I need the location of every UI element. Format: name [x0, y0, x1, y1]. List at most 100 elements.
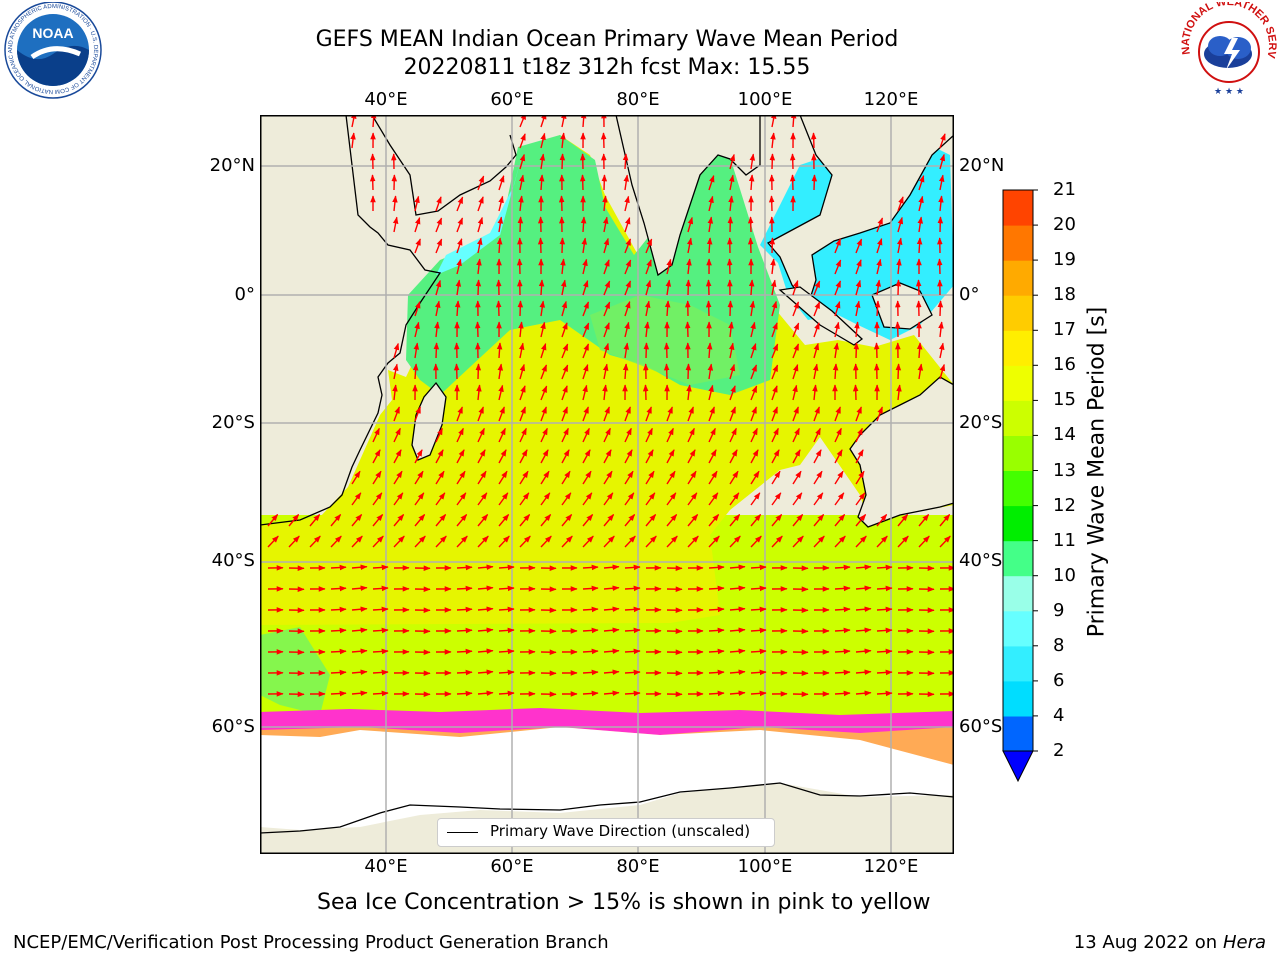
wave-direction-arrow	[750, 427, 758, 443]
wave-direction-arrow	[771, 427, 779, 443]
wave-direction-arrow	[666, 535, 678, 548]
lon-label-bottom: 60°E	[490, 856, 534, 877]
colorbar-tick-label: 17	[1053, 319, 1076, 341]
wave-direction-arrow	[642, 384, 649, 401]
colorbar-tick-label: 6	[1053, 669, 1065, 691]
lat-label-right: 20°S	[959, 412, 1003, 433]
wave-direction-arrow	[792, 280, 799, 296]
wave-direction-arrow	[477, 669, 494, 676]
wave-direction-arrow	[750, 406, 757, 422]
wave-direction-arrow	[435, 427, 443, 443]
wave-direction-arrow	[330, 690, 347, 697]
wave-direction-arrow	[708, 470, 718, 485]
wave-direction-arrow	[728, 174, 735, 191]
wave-direction-arrow	[708, 195, 714, 212]
wave-direction-arrow	[624, 321, 630, 338]
wave-direction-arrow	[456, 627, 473, 634]
wave-direction-arrow	[561, 513, 573, 527]
wave-direction-arrow	[792, 384, 798, 401]
wave-direction-arrow	[685, 279, 692, 296]
india-coastline	[615, 115, 761, 277]
wave-direction-arrow	[519, 513, 531, 527]
wave-direction-arrow	[771, 470, 781, 485]
chart-title: GEFS MEAN Indian Ocean Primary Wave Mean…	[0, 26, 1247, 82]
wave-direction-arrow	[897, 196, 904, 212]
wave-direction-arrow	[456, 449, 465, 464]
wave-direction-arrow	[561, 322, 568, 338]
wave-direction-arrow	[834, 259, 842, 275]
wave-direction-arrow	[855, 449, 864, 464]
wave-direction-arrow	[454, 300, 461, 317]
wave-direction-arrow	[938, 174, 945, 191]
wave-direction-arrow	[728, 321, 734, 338]
wave-direction-arrow	[747, 216, 754, 233]
wave-direction-arrow	[496, 342, 503, 359]
wave-direction-arrow	[666, 449, 675, 464]
wave-direction-arrow	[267, 513, 279, 527]
legend-line-swatch	[447, 832, 478, 833]
wave-direction-arrow	[937, 216, 944, 233]
lat-label-right: 0°	[959, 284, 980, 305]
wave-direction-arrow	[810, 132, 817, 149]
wave-direction-arrow	[477, 427, 485, 443]
wave-direction-arrow	[729, 363, 736, 380]
wave-direction-arrow	[750, 385, 758, 401]
wave-direction-arrow	[413, 342, 420, 359]
wave-direction-arrow	[540, 492, 551, 506]
wave-direction-arrow	[855, 470, 865, 485]
wave-direction-arrow	[579, 174, 586, 191]
wave-direction-arrow	[853, 342, 860, 359]
wave-direction-arrow	[854, 321, 860, 338]
wave-direction-arrow	[560, 279, 567, 296]
wave-direction-arrow	[540, 449, 549, 464]
wave-direction-arrow	[874, 300, 881, 317]
wave-direction-arrow	[603, 406, 610, 422]
wave-direction-arrow	[456, 238, 463, 254]
wave-direction-arrow	[456, 648, 473, 655]
lat-label-right: 40°S	[959, 550, 1003, 571]
wave-direction-arrow	[477, 535, 489, 548]
footer-date: 13 Aug 2022 on Hera	[1074, 932, 1266, 953]
colorbar-tick-label: 18	[1053, 284, 1076, 306]
wave-direction-arrow	[603, 342, 610, 359]
wave-direction-arrow	[393, 492, 404, 506]
footer-credit: NCEP/EMC/Verification Post Processing Pr…	[13, 932, 609, 953]
wave-direction-arrow	[729, 427, 737, 443]
wave-direction-arrow	[624, 449, 633, 464]
wave-direction-arrow	[456, 217, 464, 233]
wave-direction-arrow	[708, 585, 725, 592]
wave-direction-arrow	[518, 195, 524, 212]
wave-direction-arrow	[750, 343, 757, 359]
title-line-1: GEFS MEAN Indian Ocean Primary Wave Mean…	[315, 27, 899, 52]
wave-direction-arrow	[582, 384, 588, 401]
wave-direction-arrow	[309, 535, 321, 548]
colorbar-segment	[1003, 680, 1033, 717]
colorbar-segment	[1003, 610, 1033, 647]
wave-direction-arrow	[519, 406, 526, 422]
colorbar-extend-triangle	[1002, 750, 1034, 783]
wave-direction-arrow	[456, 564, 473, 571]
sea-ice-caption: Sea Ice Concentration > 15% is shown in …	[317, 890, 931, 915]
wave-direction-arrow	[645, 238, 653, 254]
wave-direction-arrow	[876, 690, 893, 697]
wave-direction-arrow	[580, 115, 587, 128]
wave-direction-arrow	[477, 648, 494, 655]
wave-direction-arrow	[855, 513, 867, 527]
wave-direction-arrow	[643, 342, 650, 359]
wave-direction-arrow	[372, 449, 381, 464]
map-frame	[260, 115, 954, 854]
wave-direction-arrow	[582, 364, 589, 380]
wave-direction-arrow	[729, 648, 746, 655]
lat-label-right: 20°N	[959, 155, 1005, 176]
wave-direction-arrow	[603, 301, 611, 317]
colorbar-tick-label: 14	[1053, 424, 1076, 446]
wave-direction-arrow	[939, 513, 951, 527]
wave-direction-arrow	[497, 216, 504, 233]
wave-direction-arrow	[729, 669, 746, 676]
wave-direction-arrow	[393, 513, 405, 527]
wave-direction-arrow	[516, 258, 523, 275]
wave-direction-arrow	[582, 427, 590, 443]
wave-direction-arrow	[771, 385, 778, 401]
wave-direction-arrow	[855, 690, 872, 697]
wave-direction-arrow	[896, 237, 903, 254]
